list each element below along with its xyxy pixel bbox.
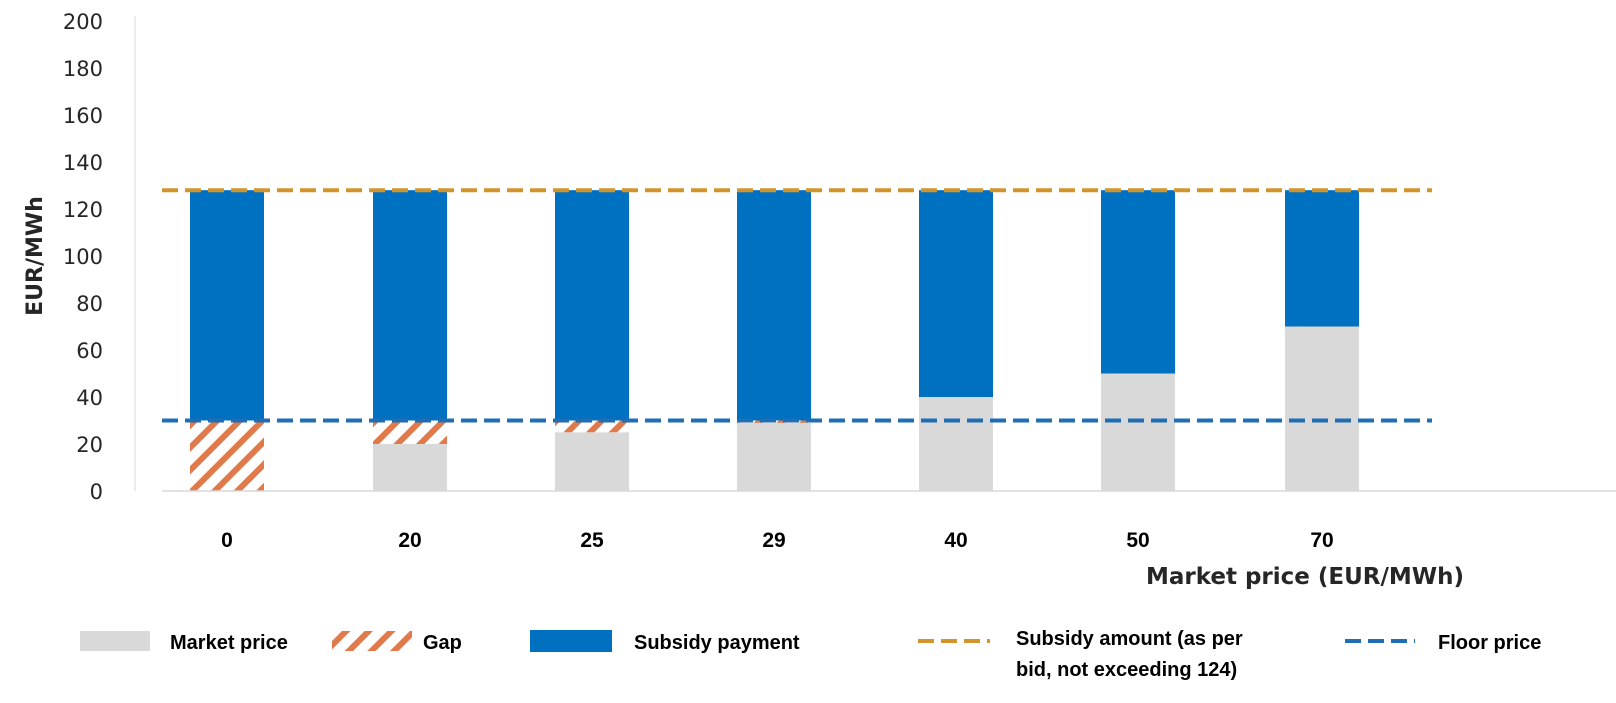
y-tick-label: 20 <box>76 433 103 457</box>
bar-segment-subsidy-payment <box>919 190 993 397</box>
y-tick-label: 100 <box>63 245 103 269</box>
bar-segment-market-price <box>1285 326 1359 491</box>
legend-swatch-market-price <box>80 631 150 651</box>
y-tick-label: 180 <box>63 57 103 81</box>
y-tick-label: 120 <box>63 198 103 222</box>
x-category-label: 40 <box>944 529 967 552</box>
x-category-label: 29 <box>762 529 785 552</box>
legend-label-subsidy-amount-line-1: Subsidy amount (as per <box>1016 628 1243 650</box>
legend-label-subsidy-payment: Subsidy payment <box>634 632 800 654</box>
y-tick-label: 0 <box>90 480 103 504</box>
bar-segment-subsidy-payment <box>373 190 447 421</box>
y-tick-label: 80 <box>76 292 103 316</box>
legend-label-market-price: Market price <box>170 632 288 654</box>
legend-swatch-gap <box>332 631 412 651</box>
y-tick-label: 140 <box>63 151 103 175</box>
bar-segment-market-price <box>919 397 993 491</box>
bar-segment-market-price <box>555 432 629 491</box>
x-category-label: 20 <box>398 529 421 552</box>
bar-segment-subsidy-payment <box>1285 190 1359 327</box>
bar-segment-subsidy-payment <box>737 190 811 421</box>
reference-lines <box>162 188 1432 423</box>
bar-segment-subsidy-payment <box>1101 190 1175 374</box>
legend-label-gap: Gap <box>423 632 462 654</box>
bar-segment-gap <box>373 420 447 444</box>
y-axis-title: EUR/MWh <box>23 196 48 316</box>
bar-segment-subsidy-payment <box>555 190 629 421</box>
y-tick-label: 60 <box>76 339 103 363</box>
bar-segment-subsidy-payment <box>190 190 264 421</box>
bars <box>190 190 1359 491</box>
x-category-label: 70 <box>1310 529 1333 552</box>
y-tick-label: 40 <box>76 386 103 410</box>
bar-segment-market-price <box>373 444 447 491</box>
legend-label-subsidy-amount-line-2: bid, not exceeding 124) <box>1016 659 1237 681</box>
legend-swatch-subsidy-payment <box>530 630 612 652</box>
legend: Market price Gap Subsidy payment Subsidy am… <box>80 628 1541 681</box>
axes <box>134 16 1616 492</box>
bar-segment-gap <box>190 420 264 491</box>
x-category-label: 25 <box>580 529 604 552</box>
y-axis-ticks: 0 20 40 60 80 100 120 140 160 180 200 <box>63 10 103 504</box>
bar-segment-market-price <box>737 422 811 491</box>
bar-segment-gap <box>555 420 629 433</box>
y-tick-label: 160 <box>63 104 103 128</box>
y-tick-label: 200 <box>63 10 103 34</box>
legend-label-floor-price: Floor price <box>1438 632 1541 654</box>
bar-segment-market-price <box>1101 373 1175 491</box>
x-axis-title: Market price (EUR/MWh) <box>1146 564 1464 590</box>
x-category-label: 50 <box>1126 529 1149 552</box>
category-labels: 0 20 25 29 40 50 70 <box>221 529 1334 552</box>
x-category-label: 0 <box>221 529 233 552</box>
